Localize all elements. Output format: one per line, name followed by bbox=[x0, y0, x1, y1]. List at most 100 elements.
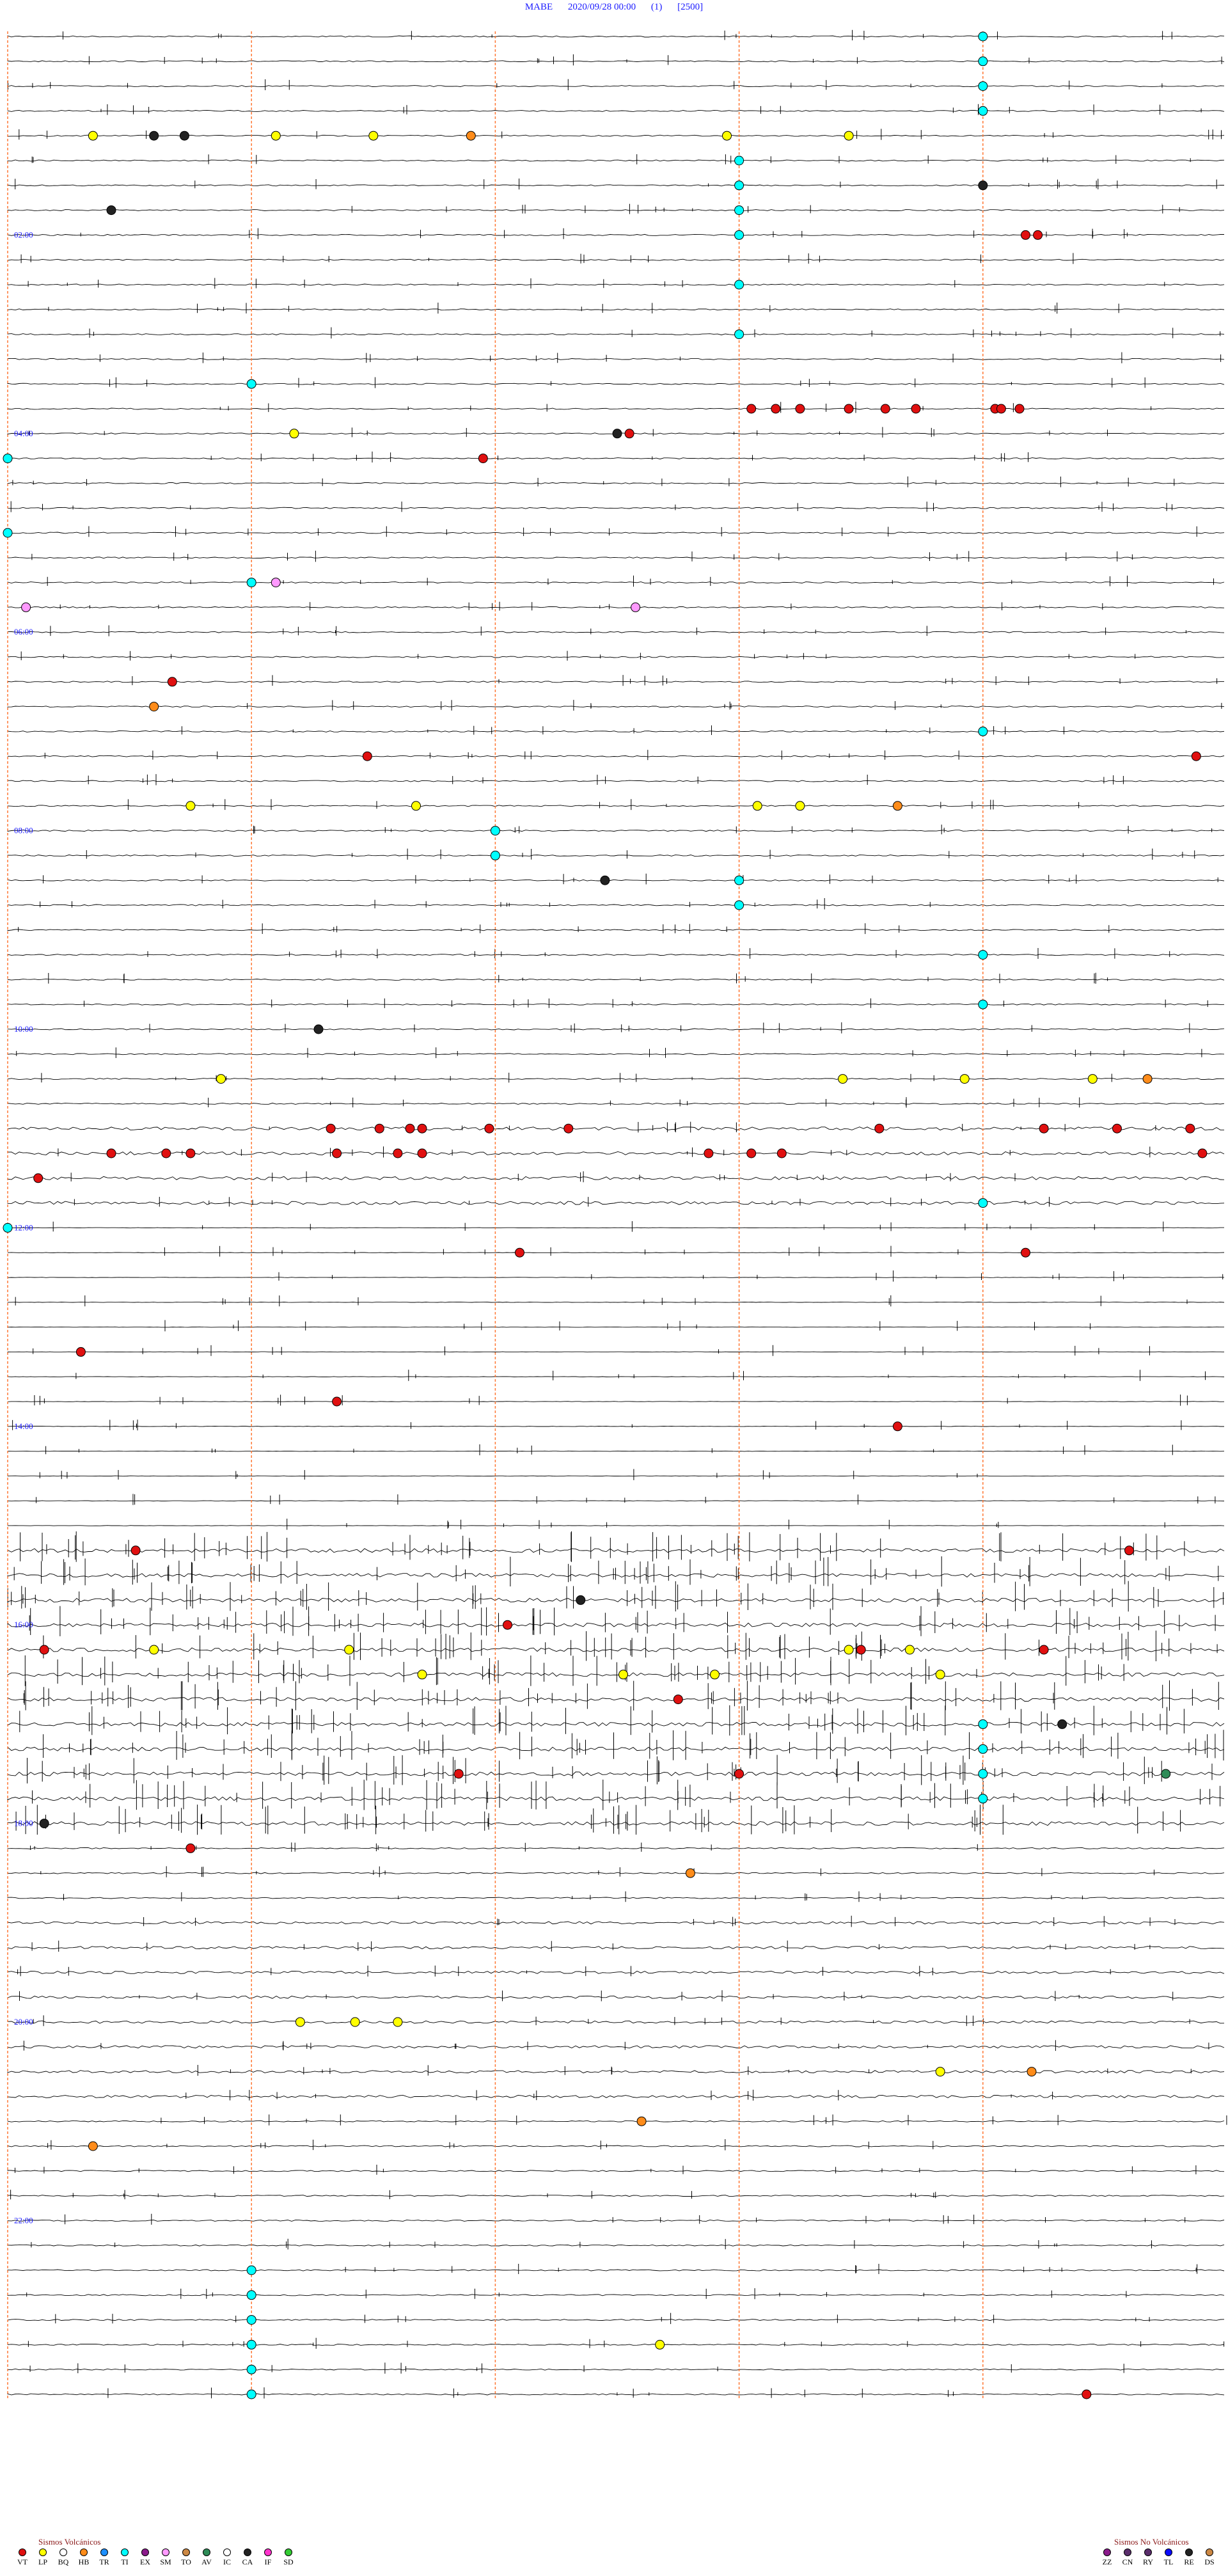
event-marker-ti bbox=[734, 180, 744, 191]
seismic-traces bbox=[7, 29, 1227, 2399]
hour-label: 18:00 bbox=[14, 1819, 33, 1828]
event-marker-ti bbox=[978, 1719, 988, 1729]
event-marker-lp bbox=[935, 1670, 945, 1680]
trace-row bbox=[7, 1573, 1225, 1578]
event-marker-vt bbox=[478, 454, 488, 464]
trace-row bbox=[7, 581, 1225, 584]
event-marker-lp bbox=[722, 130, 732, 141]
datetime-label: 2020/09/28 00:00 bbox=[567, 2, 636, 12]
event-marker-vt bbox=[1014, 404, 1025, 414]
event-marker-hb bbox=[149, 702, 159, 712]
event-marker-lp bbox=[368, 130, 379, 141]
legend-item-sm: SM bbox=[156, 2548, 175, 2567]
trace-row bbox=[7, 1102, 1225, 1105]
event-marker-lp bbox=[904, 1645, 915, 1655]
event-marker-lp bbox=[838, 1074, 848, 1084]
event-marker-lp bbox=[935, 2067, 945, 2077]
event-marker-vt bbox=[130, 1545, 141, 1556]
event-marker-re bbox=[179, 130, 189, 141]
legend-item-if: IF bbox=[258, 2548, 278, 2567]
event-marker-ti bbox=[246, 379, 256, 389]
event-marker-vt bbox=[332, 1148, 342, 1158]
trace-row bbox=[7, 1201, 1225, 1205]
trace-row bbox=[7, 2045, 1225, 2049]
event-marker-vt bbox=[362, 751, 372, 761]
event-marker-lp bbox=[295, 2017, 305, 2027]
legend-item-re: RE bbox=[1179, 2548, 1199, 2567]
trace-row bbox=[7, 2343, 1225, 2346]
trace-row bbox=[7, 2094, 1225, 2098]
trace-row bbox=[7, 60, 1225, 63]
event-marker-vt bbox=[1021, 1247, 1030, 1258]
event-marker-re bbox=[600, 875, 610, 885]
event-marker-ti bbox=[490, 826, 500, 836]
hour-label: 04:00 bbox=[14, 429, 33, 438]
hour-label: 08:00 bbox=[14, 826, 33, 835]
legend-code: SD bbox=[283, 2557, 294, 2566]
event-marker-vt bbox=[484, 1123, 494, 1134]
event-marker-vt bbox=[844, 404, 854, 414]
event-marker-re bbox=[612, 429, 622, 439]
station-label: MABE bbox=[524, 2, 553, 12]
scale-label: [2500] bbox=[677, 2, 704, 12]
legend-dot bbox=[59, 2548, 67, 2556]
trace-row bbox=[7, 1053, 1225, 1055]
event-marker-vt bbox=[106, 1148, 116, 1158]
event-marker-vt bbox=[1082, 2389, 1092, 2399]
trace-row bbox=[7, 2195, 1225, 2197]
trace-row bbox=[7, 1597, 1225, 1602]
hour-label: 14:00 bbox=[14, 1421, 33, 1431]
legend-item-ry: RY bbox=[1138, 2548, 1158, 2567]
legend-dot bbox=[100, 2548, 108, 2556]
trace-row bbox=[7, 2269, 1225, 2272]
event-marker-re bbox=[576, 1595, 586, 1605]
event-marker-vt bbox=[771, 404, 781, 414]
trace-row bbox=[7, 557, 1225, 559]
event-marker-ti bbox=[734, 875, 744, 885]
event-marker-vt bbox=[1021, 230, 1030, 240]
trace-row bbox=[7, 358, 1225, 360]
event-marker-vt bbox=[892, 1421, 902, 1432]
event-marker-lp bbox=[271, 130, 281, 141]
event-marker-ti bbox=[734, 280, 744, 290]
event-marker-hb bbox=[892, 801, 902, 811]
event-marker-lp bbox=[959, 1074, 970, 1084]
hour-label: 06:00 bbox=[14, 627, 33, 636]
event-marker-lp bbox=[710, 1670, 720, 1680]
trace-row bbox=[7, 85, 1225, 88]
chart-header: MABE 2020/09/28 00:00 (1) [2500] bbox=[0, 0, 1228, 14]
event-marker-ti bbox=[734, 329, 744, 340]
event-marker-vt bbox=[874, 1123, 885, 1134]
event-marker-ti bbox=[3, 1222, 13, 1233]
trace-row bbox=[7, 656, 1225, 658]
event-marker-ti bbox=[490, 850, 500, 860]
legend-item-vt: VT bbox=[13, 2548, 32, 2567]
trace-row bbox=[7, 1796, 1225, 1801]
event-marker-ti bbox=[246, 2315, 256, 2325]
event-marker-ti bbox=[246, 578, 256, 588]
event-marker-vt bbox=[563, 1123, 574, 1134]
event-marker-vt bbox=[1039, 1123, 1049, 1134]
trace-row bbox=[7, 35, 1225, 38]
event-marker-vt bbox=[39, 1645, 49, 1655]
trace-row bbox=[7, 1078, 1225, 1080]
trace-row bbox=[7, 854, 1225, 857]
trace-row bbox=[7, 532, 1225, 534]
trace-row bbox=[7, 1252, 1225, 1253]
event-marker-vt bbox=[624, 429, 634, 439]
event-marker-lp bbox=[844, 130, 854, 141]
event-marker-vt bbox=[503, 1620, 512, 1630]
event-marker-ti bbox=[246, 2389, 256, 2399]
event-marker-ti bbox=[3, 528, 13, 538]
event-marker-vt bbox=[393, 1148, 403, 1158]
event-marker-re bbox=[1057, 1719, 1067, 1729]
event-marker-vt bbox=[417, 1148, 427, 1158]
event-marker-ti bbox=[246, 2265, 256, 2275]
trace-row bbox=[7, 1746, 1225, 1751]
event-marker-hb bbox=[636, 2116, 647, 2126]
trace-row bbox=[7, 1426, 1224, 1427]
trace-row bbox=[7, 333, 1225, 336]
event-marker-re bbox=[149, 130, 159, 141]
event-marker-vt bbox=[1124, 1545, 1134, 1556]
